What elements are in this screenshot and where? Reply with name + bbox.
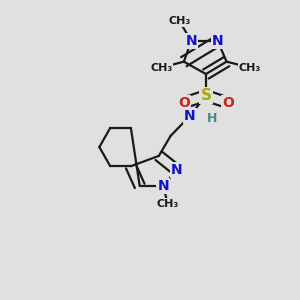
Text: N: N	[158, 179, 169, 193]
Text: O: O	[222, 96, 234, 110]
Text: N: N	[185, 34, 197, 48]
Text: S: S	[200, 88, 211, 103]
Text: O: O	[178, 96, 190, 110]
Text: CH₃: CH₃	[168, 16, 190, 26]
Text: H: H	[207, 112, 217, 125]
Text: CH₃: CH₃	[157, 199, 179, 208]
Text: CH₃: CH₃	[150, 63, 172, 73]
Text: N: N	[212, 34, 224, 48]
Text: N: N	[171, 163, 182, 177]
Text: N: N	[184, 109, 196, 123]
Text: CH₃: CH₃	[239, 63, 261, 73]
